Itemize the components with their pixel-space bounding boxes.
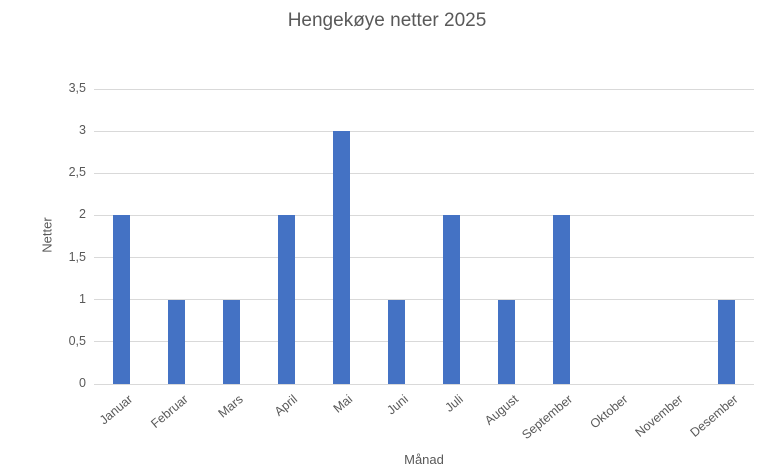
bar-september (553, 215, 570, 384)
gridline-3 (94, 130, 754, 132)
gridline-1,5 (94, 257, 754, 259)
x-tick-label-september: September (519, 392, 576, 443)
x-tick-label-august: August (481, 392, 521, 428)
x-tick-label-april: April (272, 392, 301, 419)
gridline-0,5 (94, 341, 754, 343)
y-tick-label-2,5: 2,5 (68, 165, 86, 180)
plot-area: 0 0,5 1 1,5 2 2,5 3 3,5 Januar Februar Mars April Ma… (69, 81, 754, 442)
gridline-0 (94, 383, 754, 385)
gridline-3,5 (94, 88, 754, 90)
bar-februar (168, 300, 185, 384)
y-tick-label-0: 0 (79, 376, 86, 390)
x-tick-label-desember: Desember (687, 392, 741, 440)
x-tick-label-januar: Januar (97, 392, 136, 428)
y-tick-label-1,5: 1,5 (68, 249, 86, 264)
x-tick-label-november: November (632, 392, 686, 440)
x-tick-label-februar: Februar (147, 392, 191, 431)
bar-desember (718, 300, 735, 384)
y-tick-label-2: 2 (79, 207, 86, 222)
gridline-2,5 (94, 172, 754, 174)
y-tick-label-1: 1 (79, 291, 86, 306)
y-tick-label-3: 3 (79, 123, 86, 138)
chart-title: Hengekøye netter 2025 (287, 10, 487, 31)
bar-mai (333, 131, 350, 384)
bar-juli (443, 215, 460, 384)
y-tick-label-3,5: 3,5 (68, 81, 86, 95)
bar-juni (388, 300, 405, 384)
y-tick-label-0,5: 0,5 (68, 333, 86, 348)
x-tick-label-oktober: Oktober (587, 392, 631, 432)
x-tick-label-juli: Juli (442, 392, 466, 415)
x-axis-title: Månad (404, 452, 444, 467)
bar-april (278, 215, 295, 384)
bar-mars (223, 300, 240, 384)
bar-august (498, 300, 515, 384)
bar-januar (113, 215, 130, 384)
x-tick-label-juni: Juni (383, 392, 411, 418)
gridline-2 (94, 214, 754, 216)
gridline-1 (94, 299, 754, 301)
x-tick-label-mai: Mai (331, 392, 356, 416)
x-tick-label-mars: Mars (215, 392, 246, 421)
y-axis-title: Netter (39, 217, 55, 253)
